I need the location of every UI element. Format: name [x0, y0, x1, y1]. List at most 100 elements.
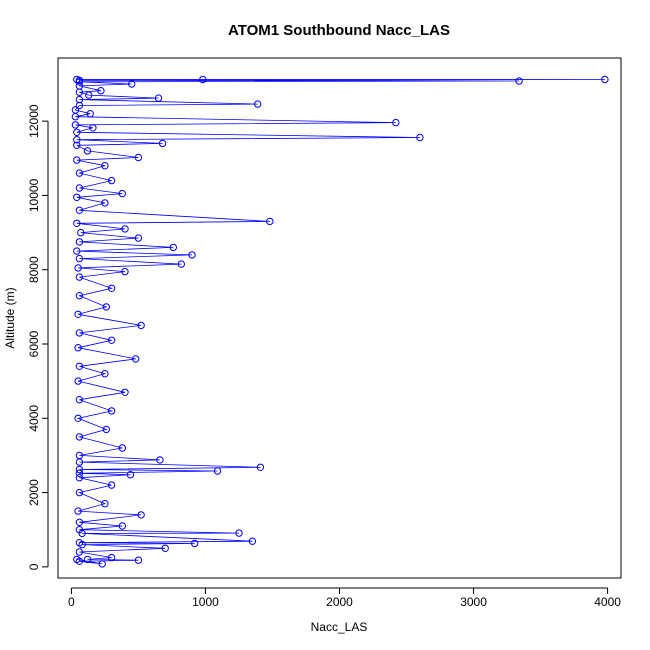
data-point [134, 153, 143, 162]
data-point [191, 539, 199, 548]
y-tick-label: 6000 [27, 330, 41, 357]
y-tick-label: 4000 [27, 405, 41, 432]
data-point [75, 95, 84, 104]
data-point [118, 522, 127, 530]
data-point [73, 156, 81, 164]
data-point [73, 193, 81, 202]
data-point [77, 228, 85, 237]
data-point [213, 467, 222, 475]
data-point [75, 169, 84, 177]
data-point [83, 555, 92, 564]
data-point [75, 101, 84, 110]
data-point [74, 377, 82, 385]
data-point [101, 370, 109, 378]
data-point [73, 247, 81, 255]
data-point [235, 529, 243, 537]
data-point [188, 251, 196, 259]
data-point [75, 458, 84, 466]
data-point [74, 414, 82, 422]
data-point [73, 141, 81, 150]
data-point [71, 113, 80, 121]
data-point [121, 388, 129, 396]
x-tick-label: 4000 [594, 595, 621, 609]
data-point [75, 396, 84, 404]
data-point [107, 481, 116, 489]
plot-frame [57, 57, 622, 579]
data-point [73, 136, 81, 144]
data-point [74, 310, 82, 318]
data-point [177, 260, 186, 268]
x-axis-label: Nacc_LAS [311, 620, 368, 634]
y-tick-label: 0 [27, 563, 41, 570]
data-point [75, 518, 84, 526]
data-point [75, 488, 84, 497]
data-point [107, 284, 116, 292]
data-point [74, 344, 82, 352]
data-point [75, 548, 84, 556]
data-point [78, 529, 86, 538]
data-point [75, 78, 84, 86]
y-tick-label: 12000 [27, 104, 41, 138]
data-point [85, 91, 93, 99]
data-point [101, 199, 109, 207]
data-point [75, 474, 84, 482]
data-point [75, 362, 84, 370]
data-point [416, 133, 424, 142]
data-point [75, 469, 84, 477]
data-point [75, 254, 84, 263]
data-point [101, 500, 109, 508]
data-point [86, 110, 94, 118]
data-point [75, 184, 84, 192]
data-point [102, 303, 111, 311]
x-axis: 0 1000 2000 3000 4000 [68, 587, 621, 609]
data-point [75, 88, 84, 96]
data-point [118, 189, 127, 198]
data-point [154, 94, 163, 102]
data-point [75, 292, 84, 300]
data-point [118, 444, 127, 452]
data-point [161, 544, 169, 552]
data-point [601, 75, 609, 84]
data-point [107, 336, 116, 344]
data-point [75, 238, 84, 246]
data-point [199, 75, 207, 84]
data-point [128, 80, 136, 88]
data-point [254, 100, 262, 108]
x-tick-label: 2000 [326, 595, 353, 609]
x-tick-label: 3000 [460, 595, 487, 609]
y-tick-label: 8000 [27, 256, 41, 283]
data-point [74, 264, 82, 272]
data-point [107, 176, 116, 185]
y-tick-label: 10000 [27, 178, 41, 212]
data-point [392, 118, 400, 127]
data-point [75, 465, 84, 474]
data-point [89, 124, 97, 132]
series-layer [71, 75, 609, 568]
data-point [75, 273, 84, 281]
data-point [107, 407, 116, 415]
data-point [256, 463, 265, 471]
data-point [75, 206, 84, 215]
data-point [73, 128, 81, 137]
series-line [74, 79, 605, 565]
data-point [158, 139, 167, 148]
y-axis-label: Altitude (m) [3, 287, 17, 348]
chart-title: ATOM1 Southbound Nacc_LAS [228, 22, 450, 39]
data-point [74, 507, 82, 515]
data-point [137, 321, 145, 330]
data-point [126, 471, 135, 479]
data-point [102, 425, 111, 434]
data-point [156, 456, 164, 464]
data-point [75, 433, 84, 441]
data-point [515, 77, 523, 85]
y-axis: 0 2000 4000 6000 8000 10000 12000 [27, 104, 49, 570]
data-point [121, 267, 129, 276]
data-point [75, 329, 84, 337]
data-point [71, 121, 80, 129]
data-point [98, 560, 106, 568]
x-tick-label: 1000 [192, 595, 219, 609]
data-point [73, 555, 81, 564]
data-point [134, 234, 143, 242]
data-point [134, 556, 143, 564]
